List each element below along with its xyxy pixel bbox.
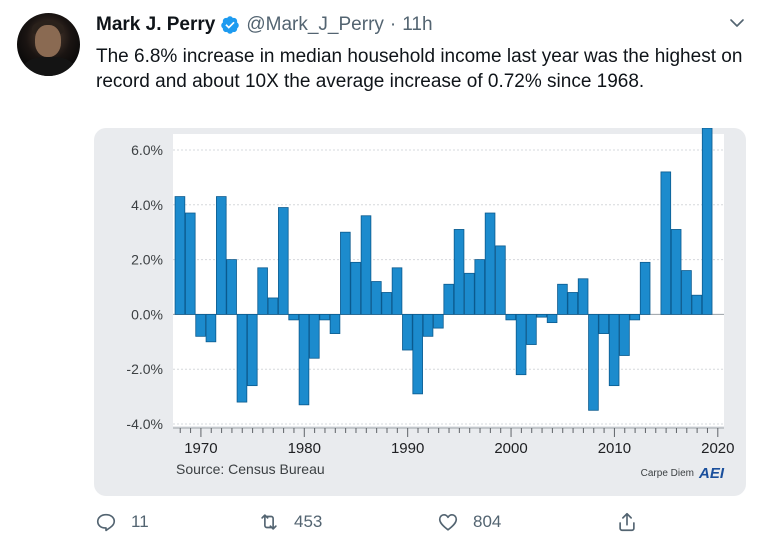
- bar: [236, 313, 248, 403]
- bar: [185, 212, 196, 315]
- tweet-actions: 11 453 804: [0, 505, 768, 539]
- bar: [278, 207, 289, 315]
- bar: [319, 313, 330, 321]
- chart-branding: Carpe Diem: [641, 468, 694, 479]
- x-axis: 1970 1980 1990 2000 2010 2020: [173, 427, 734, 457]
- bar: [639, 261, 651, 315]
- bar: [495, 245, 506, 315]
- bar: [681, 270, 692, 315]
- y-tick-label: 4.0%: [131, 197, 163, 213]
- bar: [619, 313, 630, 356]
- reply-icon: [96, 513, 116, 532]
- bar: [267, 297, 279, 315]
- bar: [412, 313, 423, 395]
- bar: [484, 212, 496, 315]
- x-tick-label: 2000: [494, 440, 527, 457]
- bar: [216, 196, 227, 315]
- bar: [701, 128, 713, 315]
- bar: [174, 196, 186, 315]
- bar: [371, 281, 382, 315]
- bar: [247, 313, 258, 387]
- bar: [588, 313, 599, 411]
- retweet-icon: [261, 514, 277, 530]
- share-button[interactable]: [616, 505, 652, 539]
- bar: [402, 313, 413, 351]
- x-tick-label: 1980: [288, 440, 321, 457]
- bar: [391, 267, 403, 315]
- bar: [195, 313, 206, 337]
- like-button[interactable]: 804: [437, 505, 501, 539]
- chevron-down-icon[interactable]: [728, 14, 746, 32]
- y-tick-label: 0.0%: [131, 306, 163, 322]
- avatar[interactable]: [17, 13, 80, 76]
- y-tick-label: 6.0%: [131, 142, 163, 158]
- bar: [350, 261, 361, 315]
- bar: [526, 313, 537, 345]
- x-tick-label: 2010: [598, 440, 631, 457]
- tweet-text: The 6.8% increase in median household in…: [96, 46, 743, 92]
- heart-icon: [438, 514, 458, 531]
- bar: [691, 294, 703, 315]
- bar: [608, 313, 620, 387]
- bar: [464, 272, 475, 315]
- bar: [660, 171, 672, 315]
- bar: [288, 313, 299, 321]
- bar: [226, 259, 237, 315]
- bar: [329, 313, 341, 334]
- y-tick-label: -2.0%: [126, 361, 163, 377]
- bar: [360, 215, 372, 315]
- reply-count: 11: [131, 512, 149, 531]
- tweet-time[interactable]: 11h: [402, 14, 433, 35]
- bar: [629, 313, 641, 321]
- author-name[interactable]: Mark J. Perry: [96, 14, 216, 35]
- bar: [381, 292, 392, 315]
- bar: [567, 292, 579, 315]
- tweet-header: Mark J. Perry @Mark_J_Perry · 11h: [96, 12, 433, 38]
- bar: [505, 313, 517, 321]
- bar: [298, 313, 310, 406]
- bar: [453, 229, 465, 315]
- share-icon: [619, 512, 635, 532]
- bar: [205, 313, 217, 343]
- bars: [174, 128, 713, 411]
- retweet-count: 453: [294, 512, 323, 531]
- aei-logo: AEI: [698, 465, 725, 482]
- y-tick-label: -4.0%: [126, 416, 163, 432]
- aei-logo-text: AEI: [698, 465, 725, 482]
- bar: [670, 229, 682, 315]
- verified-badge-icon: [221, 16, 240, 34]
- bar: [536, 313, 548, 318]
- bar: [422, 313, 434, 337]
- bar: [598, 313, 610, 334]
- y-axis: -4.0% -2.0% 0.0% 2.0% 4.0% 6.0%: [126, 142, 163, 432]
- retweet-button[interactable]: 453: [258, 505, 322, 539]
- bar: [433, 313, 444, 329]
- bar: [340, 231, 351, 315]
- header-separator: ·: [389, 14, 397, 35]
- x-tick-label: 1970: [184, 440, 217, 457]
- bar: [474, 259, 485, 315]
- bar: [309, 313, 320, 359]
- like-count: 804: [473, 512, 502, 531]
- bar: [257, 267, 268, 315]
- bar: [557, 283, 568, 315]
- reply-button[interactable]: 11: [95, 505, 149, 539]
- author-handle[interactable]: @Mark_J_Perry: [246, 14, 384, 35]
- x-tick-label: 2020: [701, 440, 734, 457]
- bar-chart: -4.0% -2.0% 0.0% 2.0% 4.0% 6.0% 1970 1980 1990 2…: [126, 128, 734, 482]
- bar: [443, 283, 454, 315]
- x-tick-label: 1990: [391, 440, 424, 457]
- bar: [546, 313, 558, 324]
- chart-card[interactable]: -4.0% -2.0% 0.0% 2.0% 4.0% 6.0% 1970 1980 1990 2…: [94, 128, 746, 496]
- bar: [515, 313, 527, 376]
- bar: [577, 278, 589, 315]
- y-tick-label: 2.0%: [131, 252, 163, 268]
- chart-source: Source: Census Bureau: [176, 461, 325, 477]
